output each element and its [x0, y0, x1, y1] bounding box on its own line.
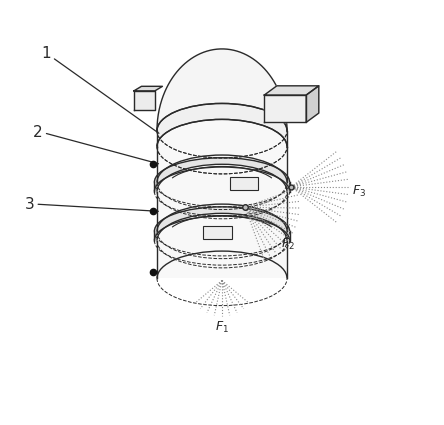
Ellipse shape — [157, 213, 287, 268]
Polygon shape — [264, 86, 319, 95]
Text: 2: 2 — [33, 125, 43, 140]
Polygon shape — [134, 91, 155, 110]
Polygon shape — [157, 49, 287, 131]
Polygon shape — [306, 86, 319, 122]
Polygon shape — [157, 131, 287, 147]
Polygon shape — [134, 86, 163, 91]
Polygon shape — [157, 241, 287, 278]
Ellipse shape — [157, 103, 287, 158]
Polygon shape — [157, 147, 287, 182]
Text: $F_3$: $F_3$ — [352, 184, 366, 198]
Text: 3: 3 — [25, 197, 35, 212]
Ellipse shape — [155, 158, 289, 207]
Text: 1: 1 — [42, 45, 51, 61]
Polygon shape — [264, 95, 306, 122]
Text: $F_2$: $F_2$ — [281, 237, 294, 252]
Ellipse shape — [157, 164, 287, 219]
Polygon shape — [157, 192, 287, 231]
Polygon shape — [155, 231, 289, 241]
Text: $F_1$: $F_1$ — [215, 320, 229, 334]
Ellipse shape — [155, 207, 289, 256]
Polygon shape — [155, 182, 289, 192]
Polygon shape — [230, 177, 258, 190]
Ellipse shape — [157, 119, 287, 174]
Polygon shape — [203, 226, 233, 239]
